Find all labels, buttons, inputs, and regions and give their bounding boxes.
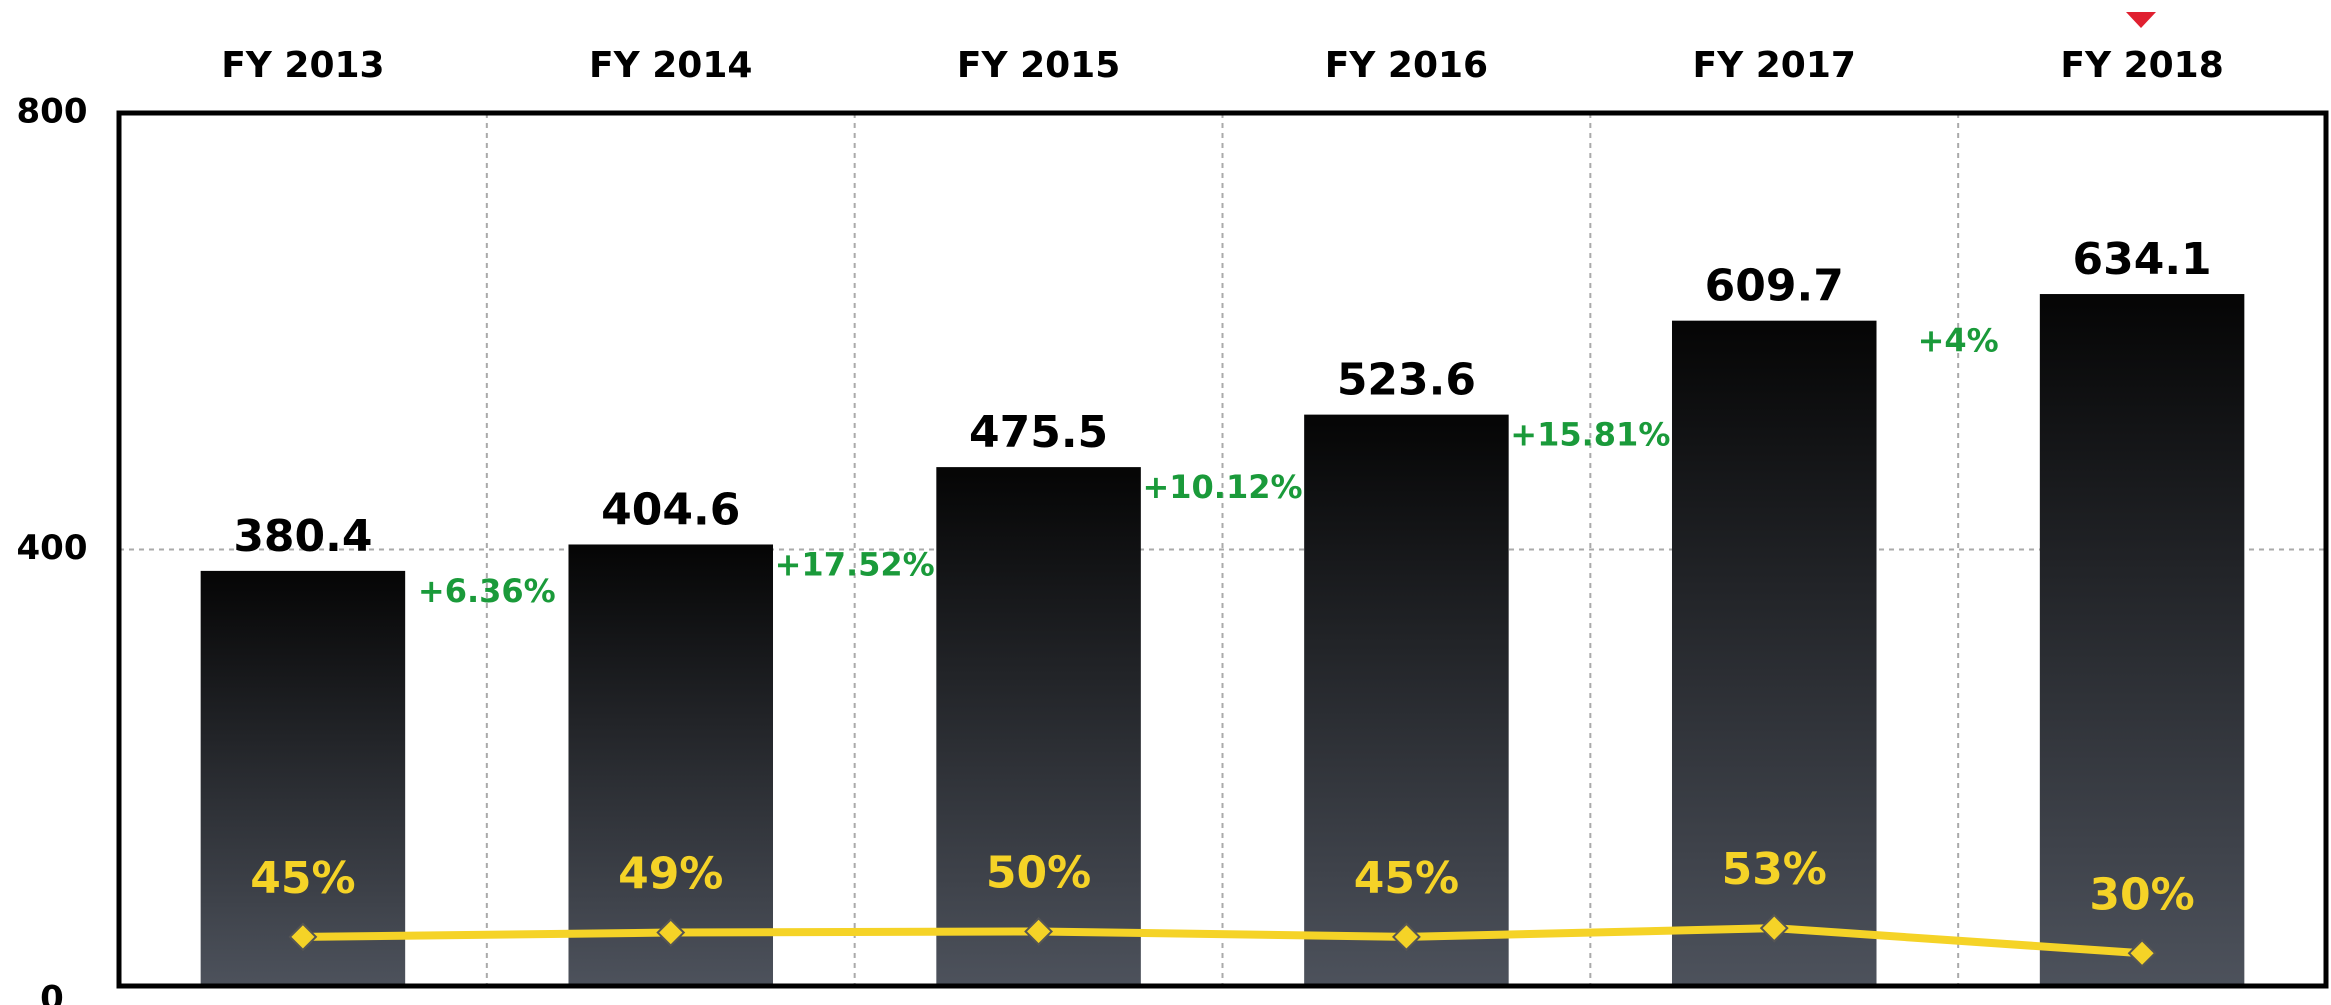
plot-border xyxy=(116,110,2329,989)
line-value-label: 30% xyxy=(2089,869,2194,920)
line-value-label: 45% xyxy=(1354,853,1459,904)
marker-triangle xyxy=(2126,12,2156,28)
bar xyxy=(936,467,1141,987)
y-tick-label: 0 xyxy=(40,979,64,1005)
bar-value-label: 634.1 xyxy=(2072,234,2211,285)
bar xyxy=(1671,320,1877,986)
growth-annotation: +17.52% xyxy=(775,545,935,583)
category-label: FY 2016 xyxy=(1325,45,1488,86)
line-point xyxy=(1759,913,1789,943)
growth-annotation: +4% xyxy=(1918,322,1999,360)
bar-value-label: 380.4 xyxy=(233,511,372,562)
bar-value-label: 404.6 xyxy=(601,484,740,535)
category-label: FY 2014 xyxy=(589,45,752,86)
line-point xyxy=(288,922,318,952)
line xyxy=(302,924,2143,958)
line-point xyxy=(1392,922,1421,952)
bar xyxy=(2039,294,2245,987)
line-value-label: 49% xyxy=(618,849,723,900)
line-point xyxy=(2127,938,2157,968)
growth-annotation: +15.81% xyxy=(1510,416,1670,454)
category-label: FY 2015 xyxy=(957,45,1120,86)
y-tick-label: 800 xyxy=(17,92,88,132)
bar-value-label: 475.5 xyxy=(969,407,1108,458)
bar xyxy=(568,544,774,986)
growth-annotation: +6.36% xyxy=(418,572,556,610)
bar xyxy=(200,570,406,986)
category-label: FY 2018 xyxy=(2060,45,2223,86)
category-label: FY 2013 xyxy=(221,45,384,86)
line-value-label: 50% xyxy=(986,847,1091,898)
y-tick-label: 400 xyxy=(17,528,88,568)
line-value-label: 45% xyxy=(250,853,355,904)
bar-value-label: 523.6 xyxy=(1337,355,1476,406)
bar xyxy=(1304,414,1509,987)
bar-value-label: 609.7 xyxy=(1705,261,1844,312)
line-value-label: 53% xyxy=(1722,844,1827,895)
line-point xyxy=(1024,917,1053,946)
line-point xyxy=(656,918,686,947)
category-label: FY 2017 xyxy=(1693,45,1856,86)
growth-annotation: +10.12% xyxy=(1142,468,1302,506)
